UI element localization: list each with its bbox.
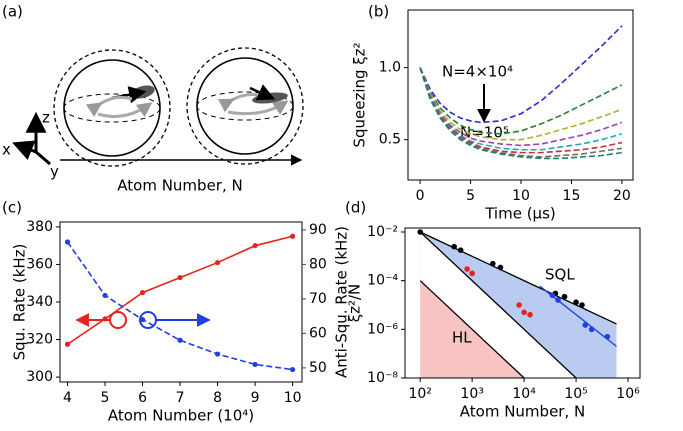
y-tick-label: 300	[26, 369, 53, 385]
point	[521, 309, 527, 316]
x-tick-label: 10⁵	[564, 386, 587, 402]
x-tick-label: 4	[63, 390, 72, 406]
x-tick-label: 7	[176, 390, 185, 406]
x-tick-label: 10	[284, 390, 302, 406]
x-axis-label: Atom Number (10⁴)	[108, 407, 254, 425]
point	[527, 311, 533, 318]
axis-x-label: x	[2, 141, 11, 159]
y-tick-label: 1.0	[379, 60, 401, 76]
x-tick-label: 10	[512, 188, 530, 204]
point	[214, 351, 221, 357]
annotation: SQL	[545, 266, 575, 284]
point	[139, 290, 146, 296]
point	[64, 341, 71, 347]
fit-line	[419, 280, 525, 379]
point	[252, 361, 258, 368]
x-tick-label: 15	[563, 188, 581, 204]
fit-line	[419, 231, 577, 379]
y-tick-label: 10⁻²	[367, 224, 398, 240]
y-tick-label: 340	[26, 294, 53, 310]
y2-axis-label: Anti-Squ. Rate (kHz)	[333, 226, 351, 378]
panel-label: (c)	[2, 199, 22, 217]
point	[490, 260, 496, 267]
panel-label: (b)	[368, 3, 389, 21]
y-tick-label: 10⁻⁸	[367, 370, 398, 386]
y-tick-label: 380	[26, 219, 53, 235]
point	[582, 322, 589, 328]
y-tick-label: 320	[26, 332, 53, 348]
y2-tick-label: 60	[309, 325, 327, 341]
x-axis-label: Time (μs)	[484, 205, 556, 223]
point	[290, 233, 296, 239]
point	[464, 266, 470, 272]
plot-frame	[59, 221, 303, 383]
point	[579, 302, 585, 308]
x-tick-label: 20	[613, 188, 631, 204]
panel-label: (d)	[345, 199, 366, 217]
plot-frame	[404, 227, 641, 379]
x-tick-label: 10³	[460, 386, 483, 402]
point	[177, 337, 183, 343]
x-tick-label: 9	[251, 390, 260, 406]
x-tick-label: 10⁶	[616, 386, 640, 402]
y-axis-label: ξz²/N	[346, 284, 364, 323]
x-tick-label: 10²	[408, 386, 431, 402]
point	[139, 316, 146, 323]
point	[588, 326, 595, 333]
y2-tick-label: 80	[309, 256, 327, 272]
y-axis-label: Squ. Rate (kHz)	[11, 244, 29, 361]
point	[549, 292, 556, 299]
point	[561, 293, 568, 300]
point	[573, 299, 579, 306]
point	[457, 247, 464, 253]
y2-tick-label: 70	[309, 291, 327, 307]
plot-frame	[407, 9, 634, 181]
y2-tick-label: 90	[309, 222, 327, 238]
series-line	[419, 67, 623, 147]
y-axis-label: Squeezing ξz²	[351, 42, 369, 147]
annotation: HL	[452, 329, 472, 347]
point	[102, 316, 108, 322]
axis-y-label: y	[50, 163, 59, 181]
point	[214, 259, 221, 266]
diagram-caption: Atom Number, N	[117, 177, 242, 195]
x-tick-label: 6	[138, 390, 147, 406]
series-line	[419, 67, 623, 141]
y-tick-label: 0.5	[379, 132, 401, 148]
annotation: N=4×10⁴	[442, 63, 513, 81]
x-tick-label: 10⁴	[512, 386, 536, 402]
x-tick-label: 8	[213, 390, 222, 406]
point	[102, 292, 108, 299]
point	[64, 239, 71, 245]
series-line	[419, 67, 623, 160]
series-line	[419, 67, 623, 154]
axis-z-label: z	[42, 109, 50, 127]
y-tick-label: 10⁻⁴	[367, 273, 398, 289]
series-line	[419, 25, 623, 124]
annotation: N=10⁵	[460, 124, 509, 142]
series-line	[419, 67, 623, 135]
point	[252, 243, 258, 249]
y-tick-label: 10⁻⁶	[367, 321, 398, 337]
x-tick-label: 0	[416, 188, 425, 204]
point	[555, 297, 561, 303]
y-tick-label: 360	[26, 256, 53, 272]
panel-label: (a)	[2, 3, 23, 21]
point	[469, 270, 475, 277]
x-axis-label: Atom Number, N	[460, 403, 585, 421]
point	[290, 366, 296, 373]
point	[451, 243, 457, 250]
point	[177, 274, 183, 281]
point	[417, 229, 423, 235]
series-line	[66, 241, 293, 371]
bloch-spheres	[12, 47, 304, 167]
point	[604, 333, 611, 340]
y2-tick-label: 50	[309, 360, 327, 376]
point	[497, 264, 504, 271]
series-line	[419, 67, 623, 151]
x-tick-label: 5	[101, 390, 110, 406]
point	[516, 302, 522, 308]
x-tick-label: 5	[466, 188, 475, 204]
